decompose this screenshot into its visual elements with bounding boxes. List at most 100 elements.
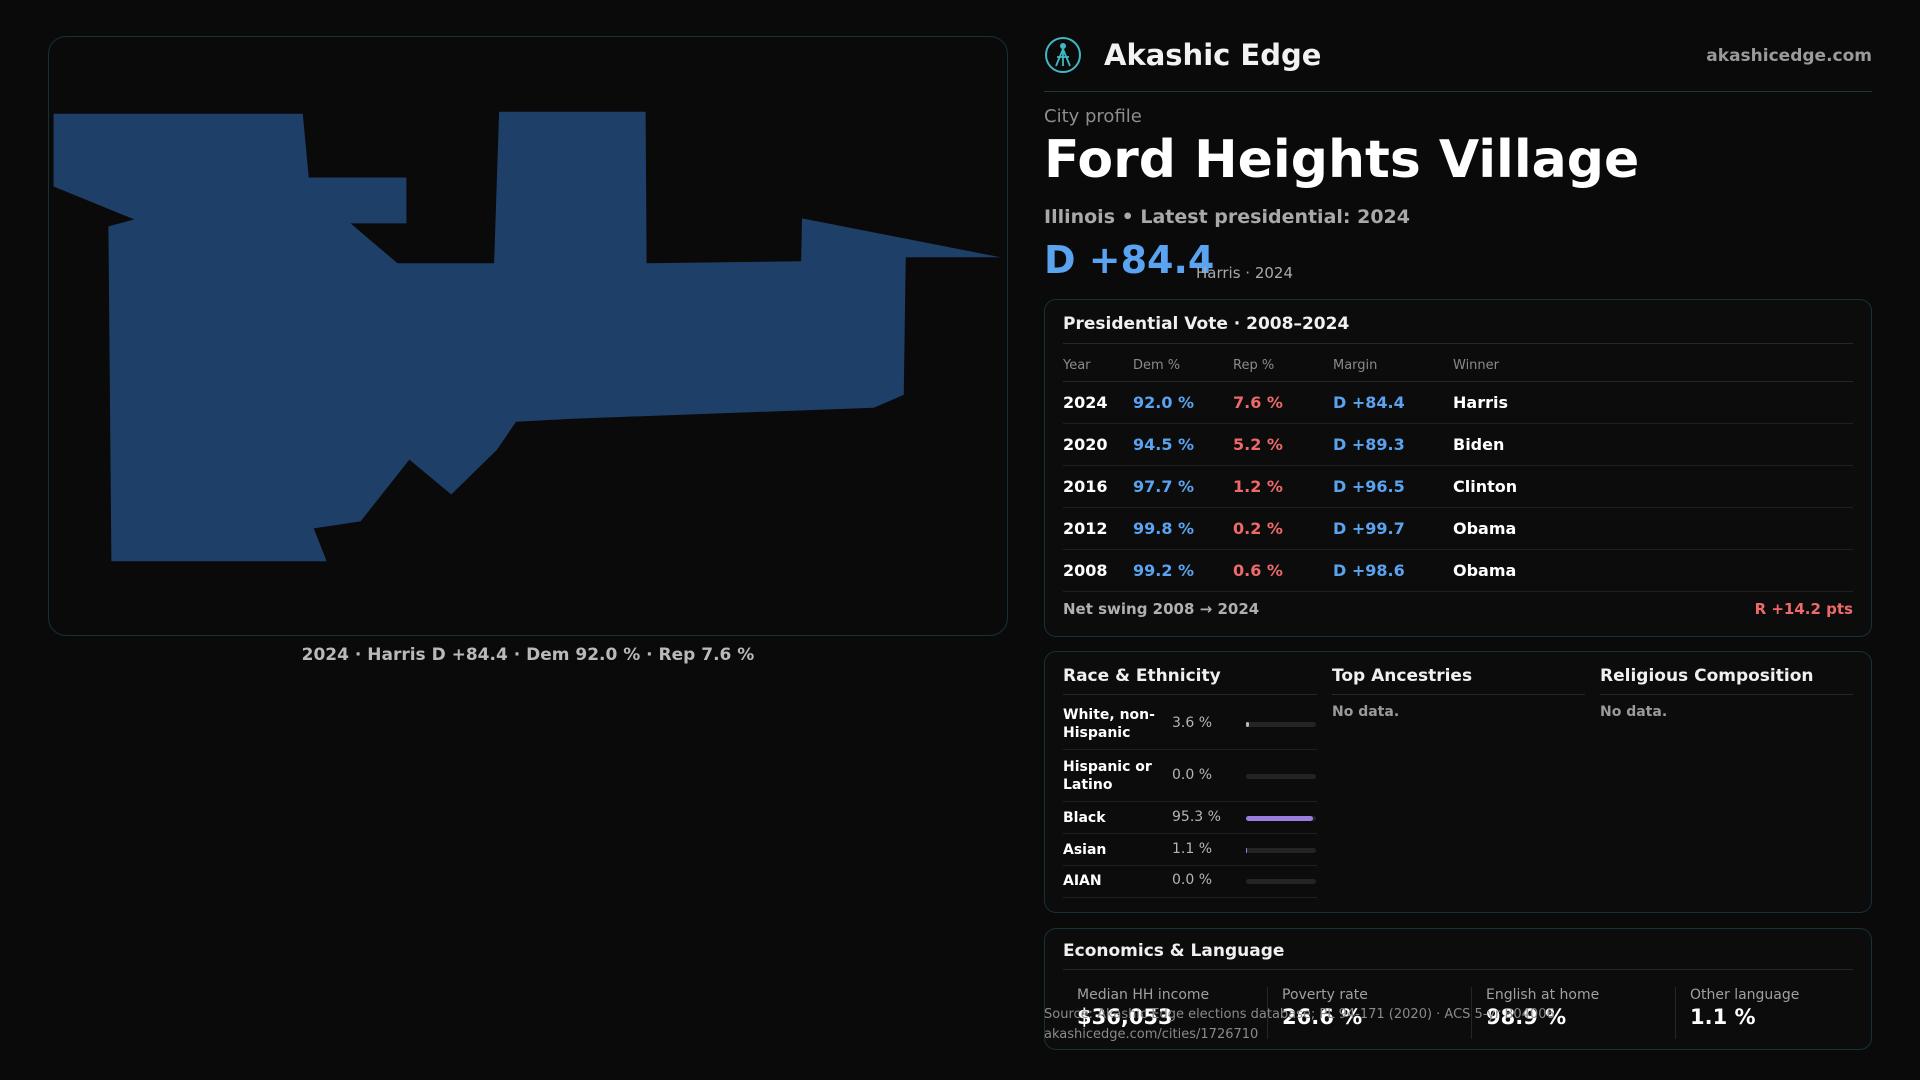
race-row: Black 95.3 % — [1063, 802, 1317, 834]
race-bar-fill — [1246, 722, 1249, 727]
table-row: 2024 92.0 % 7.6 % D +84.4 Harris — [1063, 381, 1853, 424]
cell-dem: 99.8 % — [1133, 507, 1233, 550]
race-percent: 95.3 % — [1172, 809, 1221, 825]
column-header-dem: Dem % — [1133, 350, 1233, 382]
divider — [1332, 694, 1585, 695]
race-label: White, non-Hispanic — [1063, 707, 1155, 741]
stat-value: 26.6 % — [1282, 1005, 1363, 1029]
cell-dem: 97.7 % — [1133, 465, 1233, 508]
divider — [1063, 969, 1853, 970]
presidential-vote-card: Presidential Vote · 2008–2024 Year Dem %… — [1044, 299, 1872, 637]
net-swing-value: R +14.2 pts — [1754, 600, 1853, 618]
ancestries-empty-text: No data. — [1332, 704, 1400, 720]
stat-median-income: Median HH income $36,053 — [1063, 987, 1263, 1039]
table-row: 2012 99.8 % 0.2 % D +99.7 Obama — [1063, 507, 1853, 550]
cell-rep: 0.2 % — [1233, 507, 1333, 550]
cell-year: 2008 — [1063, 549, 1133, 592]
cell-year: 2012 — [1063, 507, 1133, 550]
race-row: Hispanic or Latino 0.0 % — [1063, 750, 1317, 802]
race-row: Asian 1.1 % — [1063, 834, 1317, 866]
stat-english-at-home: English at home 98.9 % — [1471, 987, 1671, 1039]
race-bar — [1246, 879, 1316, 884]
column-header-year: Year — [1063, 350, 1133, 382]
economics-card: Economics & Language Median HH income $3… — [1044, 928, 1872, 1050]
table-row: 2016 97.7 % 1.2 % D +96.5 Clinton — [1063, 465, 1853, 508]
race-ethnicity-title: Race & Ethnicity — [1063, 666, 1221, 686]
cell-dem: 92.0 % — [1133, 381, 1233, 424]
race-bar — [1246, 816, 1316, 821]
map-caption: 2024 · Harris D +84.4 · Dem 92.0 % · Rep… — [301, 645, 755, 665]
race-label: Asian — [1063, 842, 1107, 858]
divider — [1063, 343, 1853, 344]
boundary-map[interactable] — [48, 36, 1008, 636]
cell-rep: 0.6 % — [1233, 549, 1333, 592]
stat-label: English at home — [1486, 987, 1600, 1003]
page-kicker: City profile — [1044, 106, 1142, 127]
table-row: 2020 94.5 % 5.2 % D +89.3 Biden — [1063, 423, 1853, 466]
cell-margin: D +89.3 — [1333, 423, 1453, 466]
cell-dem: 99.2 % — [1133, 549, 1233, 592]
page-subtitle: Illinois • Latest presidential: 2024 — [1044, 206, 1411, 228]
cell-margin: D +84.4 — [1333, 381, 1453, 424]
brand-site-link[interactable]: akashicedge.com — [1706, 46, 1872, 66]
stat-poverty-rate: Poverty rate 26.6 % — [1267, 987, 1467, 1039]
race-percent: 0.0 % — [1172, 767, 1213, 783]
source-note: Source: Akashic Edge elections database;… — [1044, 1007, 1555, 1022]
cell-year: 2020 — [1063, 423, 1133, 466]
stat-label: Other language — [1690, 987, 1800, 1003]
race-bar-fill — [1246, 848, 1248, 853]
race-label: Black — [1063, 810, 1106, 826]
cell-winner: Harris — [1453, 381, 1853, 424]
city-boundary-shape — [53, 111, 1001, 562]
divider — [1600, 694, 1853, 695]
cell-rep: 1.2 % — [1233, 465, 1333, 508]
column-header-winner: Winner — [1453, 350, 1853, 382]
page-title: Ford Heights Village — [1044, 130, 1640, 190]
brand-name[interactable]: Akashic Edge — [1104, 38, 1322, 72]
cell-winner: Obama — [1453, 549, 1853, 592]
race-bar — [1246, 722, 1316, 727]
page-footer: Source: Akashic Edge elections database;… — [1044, 1005, 1555, 1045]
race-row: AIAN 0.0 % — [1063, 866, 1317, 898]
ancestries-title: Top Ancestries — [1332, 666, 1473, 686]
cell-margin: D +99.7 — [1333, 507, 1453, 550]
race-label: Hispanic or Latino — [1063, 759, 1152, 793]
race-bar-fill — [1246, 816, 1313, 821]
race-percent: 3.6 % — [1172, 715, 1213, 731]
religion-title: Religious Composition — [1600, 666, 1814, 686]
stat-value: $36,053 — [1077, 1005, 1173, 1029]
table-row: 2008 99.2 % 0.6 % D +98.6 Obama — [1063, 549, 1853, 592]
race-bar — [1246, 848, 1316, 853]
akashic-edge-logo-icon[interactable] — [1044, 36, 1082, 74]
column-header-rep: Rep % — [1233, 350, 1333, 382]
stat-value: 1.1 % — [1690, 1005, 1756, 1029]
cell-rep: 7.6 % — [1233, 381, 1333, 424]
boundary-map-svg — [53, 111, 1001, 562]
table-header-row: Year Dem % Rep % Margin Winner — [1063, 350, 1853, 382]
divider — [1063, 694, 1317, 695]
page-url-link[interactable]: akashicedge.com/cities/1726710 — [1044, 1027, 1259, 1042]
cell-margin: D +98.6 — [1333, 549, 1453, 592]
presidential-vote-table: Year Dem % Rep % Margin Winner 2024 92.0… — [1063, 350, 1853, 592]
stat-label: Median HH income — [1077, 987, 1210, 1003]
latest-margin: D +84.4 — [1044, 238, 1215, 282]
cell-year: 2016 — [1063, 465, 1133, 508]
presidential-vote-title: Presidential Vote · 2008–2024 — [1063, 314, 1350, 334]
cell-year: 2024 — [1063, 381, 1133, 424]
religion-empty-text: No data. — [1600, 704, 1668, 720]
column-header-margin: Margin — [1333, 350, 1453, 382]
race-bar — [1246, 774, 1316, 779]
cell-margin: D +96.5 — [1333, 465, 1453, 508]
cell-winner: Clinton — [1453, 465, 1853, 508]
cell-winner: Biden — [1453, 423, 1853, 466]
stat-label: Poverty rate — [1282, 987, 1368, 1003]
cell-winner: Obama — [1453, 507, 1853, 550]
race-percent: 0.0 % — [1172, 872, 1213, 888]
latest-margin-note: Harris · 2024 — [1196, 264, 1294, 282]
cell-dem: 94.5 % — [1133, 423, 1233, 466]
demographics-card: Race & Ethnicity White, non-Hispanic 3.6… — [1044, 651, 1872, 913]
economics-title: Economics & Language — [1063, 941, 1285, 961]
stat-value: 98.9 % — [1486, 1005, 1567, 1029]
stat-other-language: Other language 1.1 % — [1675, 987, 1855, 1039]
net-swing-label: Net swing 2008 → 2024 — [1063, 600, 1260, 618]
